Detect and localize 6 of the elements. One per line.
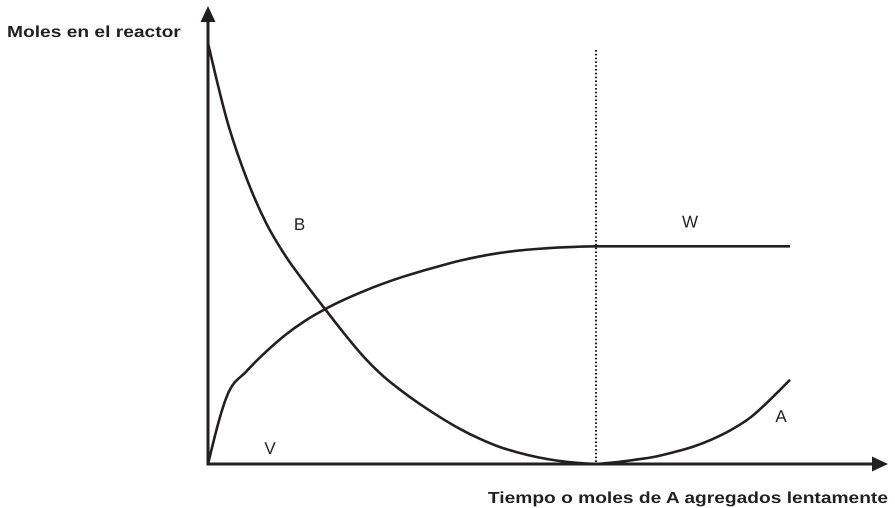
annotation: V [264,438,276,458]
series-label: A [775,406,788,426]
x-axis-title: Tiempo o moles de A agregados lentamente [488,488,888,507]
series-label: W [682,212,698,231]
y-axis-title: Moles en el reactor [7,22,181,41]
series-label: B [294,214,306,234]
